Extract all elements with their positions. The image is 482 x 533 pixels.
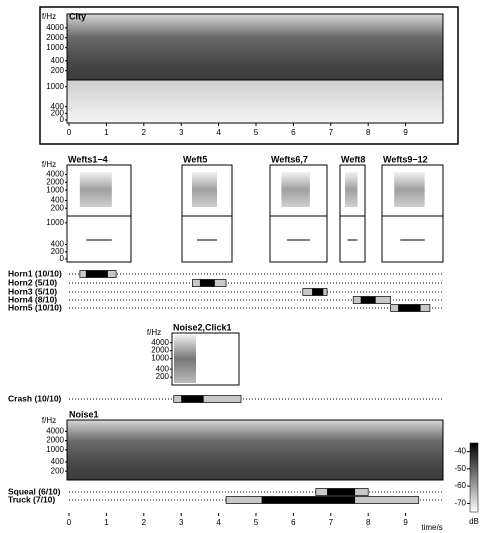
weft-energy bbox=[394, 172, 425, 207]
time-tick-label: 9 bbox=[403, 128, 408, 137]
panel-title: Noise2,Click1 bbox=[173, 322, 232, 332]
weft-periodogram bbox=[340, 216, 365, 262]
weft-energy bbox=[345, 172, 358, 207]
time-tick-label: 6 bbox=[291, 518, 296, 527]
time-tick-label: 9 bbox=[403, 518, 408, 527]
time-tick-label: 4 bbox=[216, 128, 221, 137]
time-tick-label: 1 bbox=[104, 128, 109, 137]
event-core bbox=[200, 280, 215, 287]
lag-tick-label: 1000 bbox=[46, 82, 64, 91]
time-tick-label: 6 bbox=[291, 128, 296, 137]
freq-tick-label: 400 bbox=[51, 457, 65, 466]
colorbar-tick-label: -50 bbox=[454, 464, 466, 473]
freq-tick-label: 2000 bbox=[46, 33, 64, 42]
event-label: Crash (10/10) bbox=[8, 393, 62, 403]
panel-title: Noise1 bbox=[69, 409, 99, 419]
time-tick-label: 7 bbox=[329, 128, 334, 137]
weft-energy bbox=[80, 172, 112, 207]
time-tick-label: 0 bbox=[67, 128, 72, 137]
time-tick-label: 3 bbox=[179, 518, 184, 527]
colorbar-tick-label: -40 bbox=[454, 447, 466, 456]
colorbar bbox=[470, 443, 478, 512]
weft-periodogram bbox=[182, 216, 232, 262]
lag-tick-label: 0 bbox=[60, 254, 65, 263]
city-periodogram bbox=[67, 80, 443, 123]
time-tick-label: 2 bbox=[142, 128, 147, 137]
time-tick-label: 8 bbox=[366, 518, 371, 527]
time-tick-label: 3 bbox=[179, 128, 184, 137]
figure: Cityf/Hz40002000100040020010004002000012… bbox=[0, 0, 482, 533]
time-tick-label: 5 bbox=[254, 128, 259, 137]
event-label: Truck (7/10) bbox=[8, 494, 55, 504]
freq-label: f/Hz bbox=[42, 160, 56, 169]
freq-tick-label: 200 bbox=[156, 372, 170, 381]
weft-periodogram bbox=[382, 216, 443, 262]
time-tick-label: 5 bbox=[254, 518, 259, 527]
weft-energy bbox=[281, 172, 310, 207]
freq-label: f/Hz bbox=[42, 416, 56, 425]
time-tick-label: 2 bbox=[142, 518, 147, 527]
event-core bbox=[398, 305, 420, 312]
time-axis-label: time/s bbox=[421, 523, 442, 532]
colorbar-label: dB bbox=[469, 517, 479, 526]
noise2-energy bbox=[174, 335, 196, 383]
event-core bbox=[312, 289, 323, 296]
event-core bbox=[327, 489, 355, 496]
panel-title: Wefts1−4 bbox=[68, 154, 108, 164]
freq-label: f/Hz bbox=[42, 12, 56, 21]
weft-periodogram bbox=[270, 216, 327, 262]
freq-tick-label: 1000 bbox=[151, 354, 169, 363]
freq-tick-label: 200 bbox=[51, 203, 65, 212]
time-tick-label: 1 bbox=[104, 518, 109, 527]
time-tick-label: 4 bbox=[216, 518, 221, 527]
event-core bbox=[262, 497, 356, 504]
freq-tick-label: 200 bbox=[51, 66, 65, 75]
freq-tick-label: 2000 bbox=[46, 436, 64, 445]
panel-title: Weft5 bbox=[183, 154, 207, 164]
freq-tick-label: 4000 bbox=[46, 23, 64, 32]
freq-tick-label: 200 bbox=[51, 466, 65, 475]
lag-tick-label: 0 bbox=[60, 115, 65, 124]
event-label: Horn5 (10/10) bbox=[8, 302, 62, 312]
colorbar-tick-label: -70 bbox=[454, 498, 466, 507]
panel-title: Wefts6,7 bbox=[271, 154, 308, 164]
time-tick-label: 7 bbox=[329, 518, 334, 527]
freq-tick-label: 4000 bbox=[46, 426, 64, 435]
freq-label: f/Hz bbox=[147, 328, 161, 337]
weft-periodogram bbox=[67, 216, 131, 262]
time-tick-label: 8 bbox=[366, 128, 371, 137]
event-core bbox=[86, 271, 108, 278]
freq-tick-label: 1000 bbox=[46, 445, 64, 454]
freq-tick-label: 1000 bbox=[46, 43, 64, 52]
time-tick-label: 0 bbox=[67, 518, 72, 527]
event-core bbox=[181, 396, 203, 403]
freq-tick-label: 1000 bbox=[46, 185, 64, 194]
colorbar-tick-label: -60 bbox=[454, 481, 466, 490]
lag-tick-label: 1000 bbox=[46, 218, 64, 227]
freq-tick-label: 400 bbox=[51, 56, 65, 65]
panel-title: City bbox=[69, 11, 86, 21]
event-core bbox=[361, 297, 376, 304]
panel-title: Wefts9−12 bbox=[383, 154, 428, 164]
noise1-spectrogram bbox=[67, 420, 443, 480]
weft-energy bbox=[192, 172, 217, 207]
panel-title: Weft8 bbox=[341, 154, 365, 164]
city-spectrogram bbox=[67, 14, 443, 80]
